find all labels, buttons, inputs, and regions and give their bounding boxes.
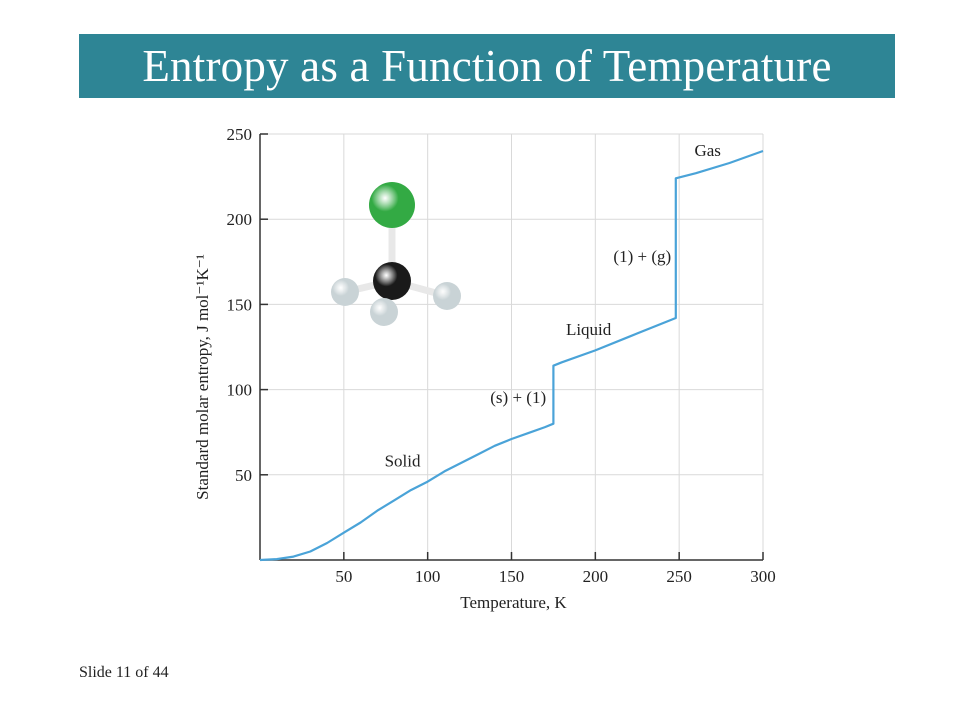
hydrogen-atom — [370, 298, 398, 326]
x-tick-label: 100 — [415, 567, 441, 586]
x-tick-label: 50 — [335, 567, 352, 586]
hydrogen-atom — [433, 282, 461, 310]
y-axis-label: Standard molar entropy, J mol⁻¹K⁻¹ — [193, 254, 212, 500]
curve-annotation: Solid — [385, 451, 421, 470]
x-tick-label: 150 — [499, 567, 525, 586]
y-tick-label: 100 — [227, 381, 253, 400]
slide-number: Slide 11 of 44 — [79, 664, 169, 681]
entropy-curve — [259, 149, 764, 562]
molecule-icon — [331, 182, 461, 326]
x-tick-label: 250 — [666, 567, 692, 586]
curve-annotation: (1) + (g) — [613, 247, 671, 266]
title-bar: Entropy as a Function of Temperature — [79, 34, 895, 98]
curve-annotation: Gas — [694, 141, 720, 160]
x-tick-label: 200 — [583, 567, 609, 586]
x-tick-label: 300 — [750, 567, 776, 586]
y-tick-label: 150 — [227, 295, 253, 314]
carbon-atom — [373, 262, 411, 300]
x-axis-label: Temperature, K — [460, 593, 567, 612]
chlorine-atom — [369, 182, 415, 228]
y-tick-label: 250 — [227, 125, 253, 144]
slide-title: Entropy as a Function of Temperature — [142, 41, 832, 91]
hydrogen-atom — [331, 278, 359, 306]
curve-annotation: Liquid — [566, 320, 612, 339]
y-tick-label: 50 — [235, 466, 252, 485]
y-tick-label: 200 — [227, 210, 253, 229]
curve-annotation: (s) + (1) — [490, 388, 546, 407]
